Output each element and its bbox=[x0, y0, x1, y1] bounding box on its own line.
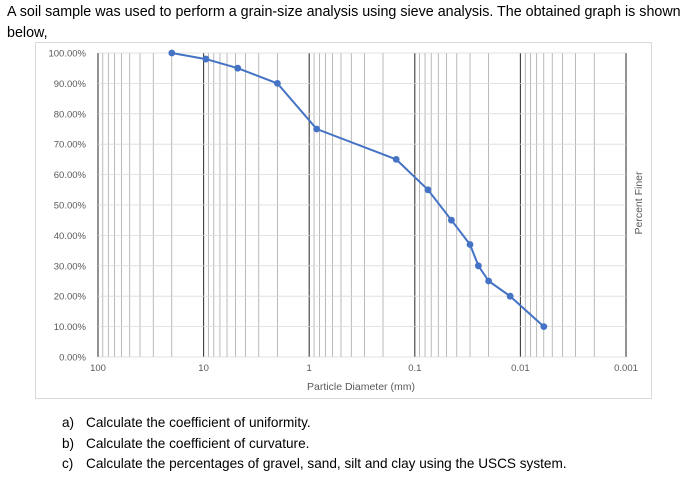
task-item-c: c) Calculate the percentages of gravel, … bbox=[62, 454, 567, 475]
x-tick-labels: 100 10 1 0.1 0.01 0.001 bbox=[90, 363, 638, 374]
x-tick-label: 0.001 bbox=[614, 363, 638, 374]
y-tick-labels: 0.00% 10.00% 20.00% 30.00% 40.00% 50.00% 60.00… bbox=[48, 49, 86, 364]
y-tick-label: 60.00% bbox=[54, 170, 87, 181]
y-tick-label: 100.00% bbox=[48, 49, 86, 60]
data-point bbox=[313, 125, 321, 133]
data-point bbox=[424, 186, 432, 194]
chart-svg: 0.00% 10.00% 20.00% 30.00% 40.00% 50.00% 60.00… bbox=[48, 49, 645, 394]
x-tick-label: 0.01 bbox=[511, 363, 530, 374]
y-tick-label: 20.00% bbox=[54, 292, 87, 303]
x-tick-label: 0.1 bbox=[408, 363, 421, 374]
data-point bbox=[392, 156, 400, 163]
data-point bbox=[234, 64, 242, 72]
task-list: a) Calculate the coefficient of uniformi… bbox=[62, 413, 567, 475]
series-line bbox=[171, 52, 545, 328]
task-marker: b) bbox=[62, 435, 75, 451]
data-point bbox=[466, 241, 474, 248]
y-tick-label: 50.00% bbox=[54, 201, 87, 212]
y-tick-label: 0.00% bbox=[59, 353, 86, 364]
y-tick-label: 90.00% bbox=[54, 79, 87, 90]
task-marker: a) bbox=[62, 415, 75, 430]
task-text: Calculate the percentages of gravel, san… bbox=[86, 456, 567, 471]
y-axis-label: Percent Finer bbox=[633, 171, 645, 235]
data-point bbox=[168, 49, 176, 57]
data-series bbox=[168, 49, 548, 330]
task-item-a: a) Calculate the coefficient of uniformi… bbox=[62, 413, 567, 434]
y-tick-label: 70.00% bbox=[54, 140, 87, 151]
y-tick-label: 30.00% bbox=[54, 261, 87, 272]
horizontal-gridlines bbox=[98, 52, 626, 358]
grain-size-chart: 0.00% 10.00% 20.00% 30.00% 40.00% 50.00% 60.00… bbox=[35, 42, 652, 399]
data-point bbox=[274, 80, 281, 87]
data-point bbox=[448, 216, 455, 224]
task-text: Calculate the coefficient of uniformity. bbox=[86, 415, 311, 430]
task-item-b: b) Calculate the coefficient of curvatur… bbox=[62, 434, 567, 455]
y-tick-label: 10.00% bbox=[54, 322, 87, 333]
x-tick-label: 10 bbox=[198, 363, 209, 374]
y-tick-label: 40.00% bbox=[54, 231, 87, 242]
data-point bbox=[485, 277, 493, 285]
y-tick-label: 80.00% bbox=[54, 109, 87, 120]
x-axis-label: Particle Diameter (mm) bbox=[307, 381, 415, 393]
x-tick-label: 100 bbox=[90, 363, 106, 374]
data-point bbox=[506, 292, 514, 300]
data-point bbox=[474, 262, 482, 270]
data-point bbox=[202, 55, 210, 63]
task-marker: c) bbox=[62, 456, 74, 471]
data-point bbox=[540, 323, 548, 330]
question-text: A soil sample was used to perform a grai… bbox=[7, 4, 681, 41]
task-text: Calculate the coefficient of curvature. bbox=[86, 435, 310, 451]
x-tick-label: 1 bbox=[307, 363, 312, 374]
